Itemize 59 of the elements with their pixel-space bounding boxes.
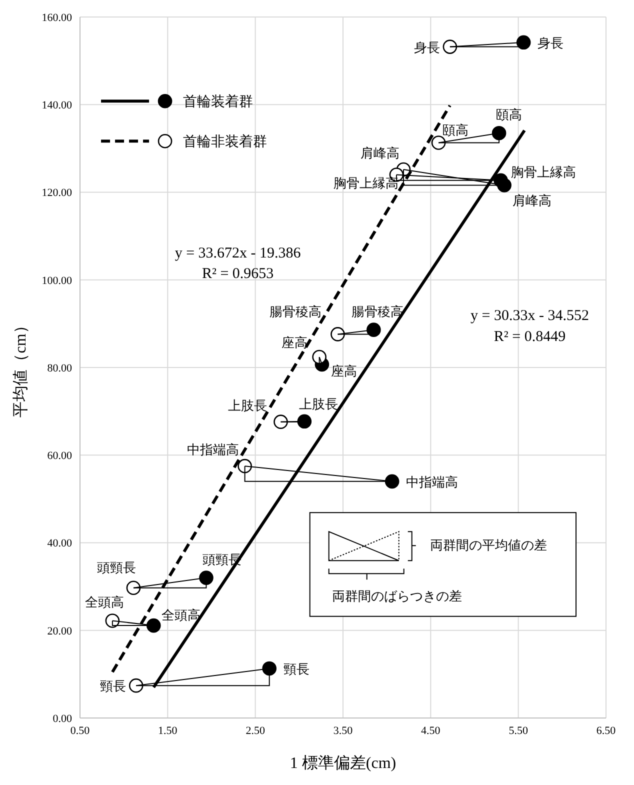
annotation: y = 33.672x - 19.386 xyxy=(174,245,302,262)
point xyxy=(128,678,144,693)
annotation: 座高 xyxy=(281,334,308,350)
annotation: R² = 0.8449 xyxy=(494,328,566,345)
annotation: 座高 xyxy=(330,363,357,378)
point xyxy=(431,136,446,150)
point xyxy=(492,126,506,140)
annotation: 身長 xyxy=(538,35,564,50)
annotation: 頤高 xyxy=(442,122,469,138)
annotation: 肩峰高 xyxy=(360,145,400,160)
legend-label: 首輪装着群 xyxy=(183,94,254,110)
annotation: 頸長 xyxy=(100,678,126,694)
point xyxy=(238,458,252,474)
annotation: 頸長 xyxy=(283,661,310,676)
y-axis-title: 平均値（cm） xyxy=(12,318,30,418)
point xyxy=(274,414,288,429)
point xyxy=(442,40,458,54)
y-tick-label: 80.00 xyxy=(47,362,72,374)
point xyxy=(330,327,345,342)
point xyxy=(312,350,326,364)
annotation: 両群間の平均値の差 xyxy=(430,538,547,553)
point xyxy=(297,414,312,429)
annotation: 両群間のばらつきの差 xyxy=(332,588,462,604)
x-tick-label: 2.50 xyxy=(246,724,266,737)
point xyxy=(146,618,161,633)
point xyxy=(199,570,214,585)
point xyxy=(366,322,381,337)
y-tick-label: 20.00 xyxy=(47,625,72,638)
y-tick-label: 140.00 xyxy=(42,100,72,112)
annotation: 肩峰高 xyxy=(512,193,552,208)
legend-label: 首輪非装着群 xyxy=(183,134,268,150)
y-tick-label: 120.00 xyxy=(42,187,72,200)
y-tick-label: 100.00 xyxy=(42,274,72,287)
annotation: 上肢長 xyxy=(228,398,267,413)
annotation: 頤高 xyxy=(496,107,522,122)
annotation: 胸骨上縁高 xyxy=(510,164,576,180)
point xyxy=(384,474,400,489)
annotation: 上肢長 xyxy=(298,396,338,412)
point xyxy=(126,580,141,596)
annotation: y = 30.33x - 34.552 xyxy=(470,308,589,324)
annotation: 全頭高 xyxy=(84,594,124,610)
x-tick-label: 0.50 xyxy=(70,724,90,737)
annotation: 中指端高 xyxy=(186,442,239,458)
x-axis-title: 1 標準偏差(cm) xyxy=(290,754,396,772)
annotation: R² = 0.9653 xyxy=(202,266,274,282)
y-tick-label: 60.00 xyxy=(47,450,72,462)
annotation: 中指端高 xyxy=(406,474,458,490)
annotation: 腸骨稜高 xyxy=(270,304,322,320)
y-tick-label: 160.00 xyxy=(42,12,72,24)
x-tick-label: 6.50 xyxy=(596,724,616,737)
x-tick-label: 3.50 xyxy=(333,724,354,737)
y-tick-label: 0.00 xyxy=(52,712,72,725)
x-tick-label: 5.50 xyxy=(508,724,528,737)
point xyxy=(262,661,277,676)
x-tick-label: 1.50 xyxy=(158,724,178,737)
annotation: 頭頸長 xyxy=(96,560,136,575)
x-tick-label: 4.50 xyxy=(421,724,441,737)
y-tick-label: 40.00 xyxy=(47,538,72,550)
annotation: 身長 xyxy=(414,40,440,55)
